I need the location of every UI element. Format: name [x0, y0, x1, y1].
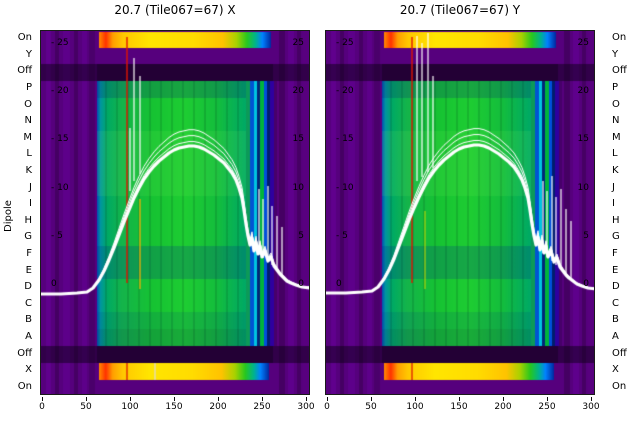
x-tick-label: 50 [365, 402, 377, 412]
dipole-label-right: K [612, 165, 619, 177]
dipole-label-left: On [17, 380, 32, 392]
x-tick-label: 300 [582, 402, 600, 412]
dipole-label-right: P [612, 82, 619, 94]
dipole-label-left: D [24, 281, 32, 293]
x-tick-label: 0 [39, 402, 45, 412]
dipole-label-left: A [25, 330, 32, 342]
dipole-label-right: H [612, 214, 620, 226]
dipole-label-left: Off [17, 347, 32, 359]
dipole-label-right: E [612, 264, 619, 276]
dipole-label-left: Y [25, 48, 32, 60]
x-tick-label: 250 [538, 402, 556, 412]
dipole-label-left: N [24, 115, 32, 127]
x-tick-label: 150 [450, 402, 468, 412]
dipole-label-left: Off [17, 65, 32, 77]
x-tick-label: 250 [253, 402, 271, 412]
dipole-label-left: M [23, 131, 32, 143]
dipole-label-right: Off [612, 347, 627, 359]
dipole-label-right: On [612, 380, 627, 392]
x-tick-label: 200 [494, 402, 512, 412]
dipole-label-right: On [612, 32, 627, 44]
x-tick-label: 300 [297, 402, 315, 412]
x-tick-mark [42, 397, 43, 401]
dipole-label-right: Off [612, 65, 627, 77]
dipole-label-right: I [612, 198, 615, 210]
dipole-label-left: C [25, 297, 32, 309]
dipole-label-left: K [25, 165, 32, 177]
x-tick-label: 0 [324, 402, 330, 412]
dipole-label-right: M [612, 131, 621, 143]
dipole-label-left: B [25, 314, 32, 326]
dipole-label-right: A [612, 330, 619, 342]
x-tick-label: 100 [121, 402, 139, 412]
x-tick-mark [503, 397, 504, 401]
dipole-label-left: P [25, 82, 32, 94]
dipole-label-right: Y [612, 48, 619, 60]
dipole-label-left: F [26, 247, 32, 259]
dipole-label-left: O [24, 98, 32, 110]
dipole-label-left: J [29, 181, 32, 193]
x-tick-mark [218, 397, 219, 401]
dipole-label-right: G [612, 231, 620, 243]
x-tick-mark [262, 397, 263, 401]
dipole-label-left: On [17, 32, 32, 44]
dipole-label-right: C [612, 297, 619, 309]
x-tick-mark [174, 397, 175, 401]
x-tick-mark [547, 397, 548, 401]
panel-y-title: 20.7 (Tile067=67) Y [399, 3, 521, 17]
dipole-label-right: X [612, 364, 619, 376]
dipole-label-left: L [26, 148, 32, 160]
x-tick-mark [86, 397, 87, 401]
dipole-label-right: D [612, 281, 620, 293]
x-tick-mark [306, 397, 307, 401]
x-tick-label: 200 [209, 402, 227, 412]
x-tick-label: 150 [165, 402, 183, 412]
dipole-label-right: B [612, 314, 619, 326]
x-tick-mark [415, 397, 416, 401]
x-tick-mark [327, 397, 328, 401]
dipole-label-left: X [25, 364, 32, 376]
dipole-label-left: E [25, 264, 32, 276]
dipole-label-right: O [612, 98, 620, 110]
panel-x-title: 20.7 (Tile067=67) X [114, 3, 236, 17]
x-tick-label: 50 [80, 402, 92, 412]
dipole-label-right: N [612, 115, 620, 127]
heatmap-panel-y [325, 30, 595, 395]
x-tick-label: 100 [406, 402, 424, 412]
heatmap-panel-x [40, 30, 310, 395]
dipole-label-left: G [24, 231, 32, 243]
x-tick-mark [371, 397, 372, 401]
x-tick-mark [591, 397, 592, 401]
x-tick-mark [130, 397, 131, 401]
dipole-label-right: L [612, 148, 618, 160]
dipole-label-right: J [612, 181, 615, 193]
x-tick-mark [459, 397, 460, 401]
dipole-label-right: F [612, 247, 618, 259]
y-axis-label: Dipole [3, 200, 14, 232]
